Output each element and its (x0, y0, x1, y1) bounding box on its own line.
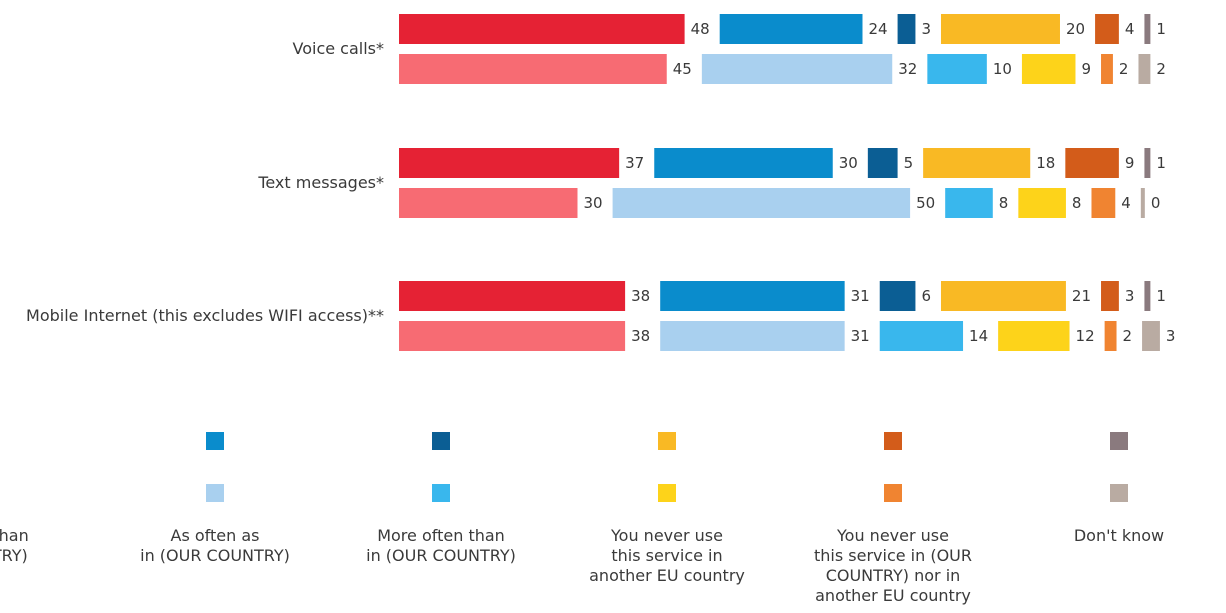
bar (1018, 188, 1066, 218)
bar (399, 54, 667, 84)
value-label: 37 (625, 154, 644, 172)
value-label: 2 (1156, 60, 1166, 78)
value-label: 9 (1125, 154, 1135, 172)
value-label: 4 (1125, 20, 1135, 38)
value-label: 30 (584, 194, 603, 212)
legend-swatch (1110, 432, 1128, 450)
legend-label: …en than…UNTRY) (0, 526, 29, 565)
bar (399, 148, 620, 178)
value-label: 45 (673, 60, 692, 78)
bar (399, 321, 626, 351)
bar (1144, 281, 1151, 311)
value-label: 30 (839, 154, 858, 172)
bar (1144, 148, 1151, 178)
value-label: 14 (969, 327, 988, 345)
bar (1101, 281, 1119, 311)
value-label: 3 (1166, 327, 1176, 345)
bar (923, 148, 1031, 178)
bar (399, 14, 685, 44)
legend-label: More often than in (OUR COUNTRY) (366, 526, 516, 565)
value-label: 31 (851, 327, 870, 345)
value-label: 8 (999, 194, 1009, 212)
bar (998, 321, 1070, 351)
bars (399, 14, 1160, 351)
value-label: 38 (631, 327, 650, 345)
bar (940, 281, 1066, 311)
bar (719, 14, 863, 44)
legend-label: You never use this service in another EU c… (589, 526, 745, 585)
legend-swatch (658, 432, 676, 450)
value-label: 4 (1121, 194, 1131, 212)
bar (612, 188, 911, 218)
bar (660, 321, 845, 351)
value-label: 9 (1081, 60, 1091, 78)
bar (1065, 148, 1119, 178)
value-label: 1 (1156, 154, 1166, 172)
bar (399, 281, 626, 311)
bar (1091, 188, 1116, 218)
bar (897, 14, 916, 44)
legend-swatch (1110, 484, 1128, 502)
bar (1104, 321, 1117, 351)
legend-label: As often as in (OUR COUNTRY) (140, 526, 290, 565)
value-label: 38 (631, 287, 650, 305)
value-label: 6 (921, 287, 931, 305)
value-label: 31 (851, 287, 870, 305)
value-label: 50 (916, 194, 935, 212)
value-label: 3 (1125, 287, 1135, 305)
bar (399, 188, 578, 218)
bar (1138, 54, 1151, 84)
category-label: Voice calls* (293, 39, 385, 58)
value-label: 32 (898, 60, 917, 78)
value-label: 48 (691, 20, 710, 38)
bar (654, 148, 833, 178)
legend-swatch (432, 432, 450, 450)
value-label: 8 (1072, 194, 1082, 212)
bar (879, 281, 916, 311)
value-label: 1 (1156, 287, 1166, 305)
value-label: 21 (1072, 287, 1091, 305)
bar (867, 148, 898, 178)
value-label: 20 (1066, 20, 1085, 38)
bar (1095, 14, 1119, 44)
value-label: 10 (993, 60, 1012, 78)
category-labels: Voice calls* Text messages* Mobile Interne… (26, 39, 384, 325)
value-label: 18 (1036, 154, 1055, 172)
category-label: Text messages* (257, 173, 384, 192)
value-label: 0 (1151, 194, 1161, 212)
value-label: 5 (904, 154, 914, 172)
legend-swatch (658, 484, 676, 502)
legend-label: You never use this service in (OUR COUNTRY… (814, 526, 972, 605)
value-label: 1 (1156, 20, 1166, 38)
value-labels: 48 24 3 20 4 145 32 10 9 2 237 30 5 18 9 130 50 8 8 4 038 31 6… (584, 20, 1176, 345)
legend-swatch (432, 484, 450, 502)
bar (701, 54, 893, 84)
legend-swatch (206, 432, 224, 450)
bar (1144, 14, 1151, 44)
bar (927, 54, 987, 84)
bar (879, 321, 964, 351)
value-label: 3 (921, 20, 931, 38)
category-label: Mobile Internet (this excludes WIFI acce… (26, 306, 384, 325)
bar (1142, 321, 1160, 351)
bar (1101, 54, 1113, 84)
bar (1021, 54, 1076, 84)
bar (940, 14, 1060, 44)
bar (1140, 188, 1145, 218)
legend-swatch (884, 432, 902, 450)
bar (945, 188, 993, 218)
legend-swatch (206, 484, 224, 502)
value-label: 24 (868, 20, 887, 38)
legend-swatch (884, 484, 902, 502)
legend-label: Don't know (1074, 526, 1164, 545)
value-label: 2 (1119, 60, 1129, 78)
value-label: 12 (1076, 327, 1095, 345)
value-label: 2 (1123, 327, 1133, 345)
bar (660, 281, 845, 311)
